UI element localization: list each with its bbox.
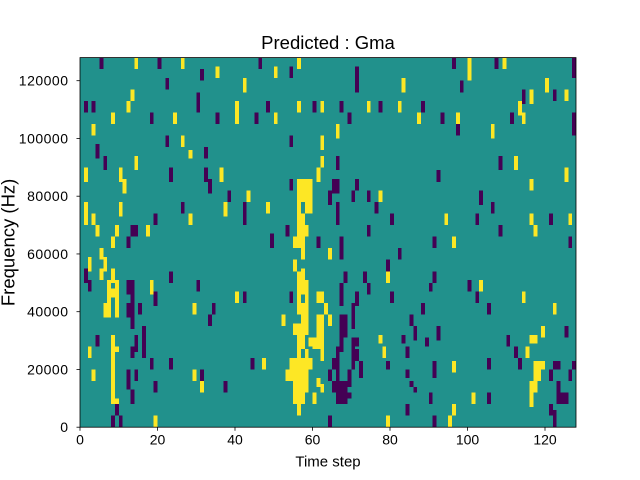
svg-text:Time step: Time step — [295, 454, 360, 471]
svg-text:80: 80 — [382, 432, 398, 448]
svg-text:80000: 80000 — [27, 188, 68, 204]
svg-text:100: 100 — [456, 432, 480, 448]
svg-text:120000: 120000 — [19, 73, 69, 89]
svg-text:0: 0 — [60, 419, 68, 435]
svg-text:20000: 20000 — [27, 361, 68, 377]
svg-text:20: 20 — [150, 432, 166, 448]
svg-text:Frequency (Hz): Frequency (Hz) — [0, 179, 19, 306]
svg-text:40000: 40000 — [27, 304, 68, 320]
svg-text:Predicted : Gma: Predicted : Gma — [261, 32, 395, 53]
svg-text:40: 40 — [227, 432, 243, 448]
svg-text:0: 0 — [76, 432, 84, 448]
svg-text:120: 120 — [533, 432, 557, 448]
svg-text:100000: 100000 — [19, 130, 69, 146]
svg-text:60: 60 — [305, 432, 321, 448]
svg-text:60000: 60000 — [27, 246, 68, 262]
